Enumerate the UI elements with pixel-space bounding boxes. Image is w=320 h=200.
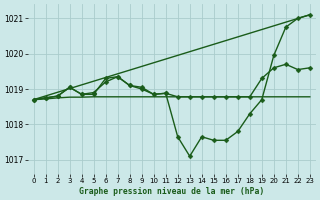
X-axis label: Graphe pression niveau de la mer (hPa): Graphe pression niveau de la mer (hPa): [79, 187, 264, 196]
